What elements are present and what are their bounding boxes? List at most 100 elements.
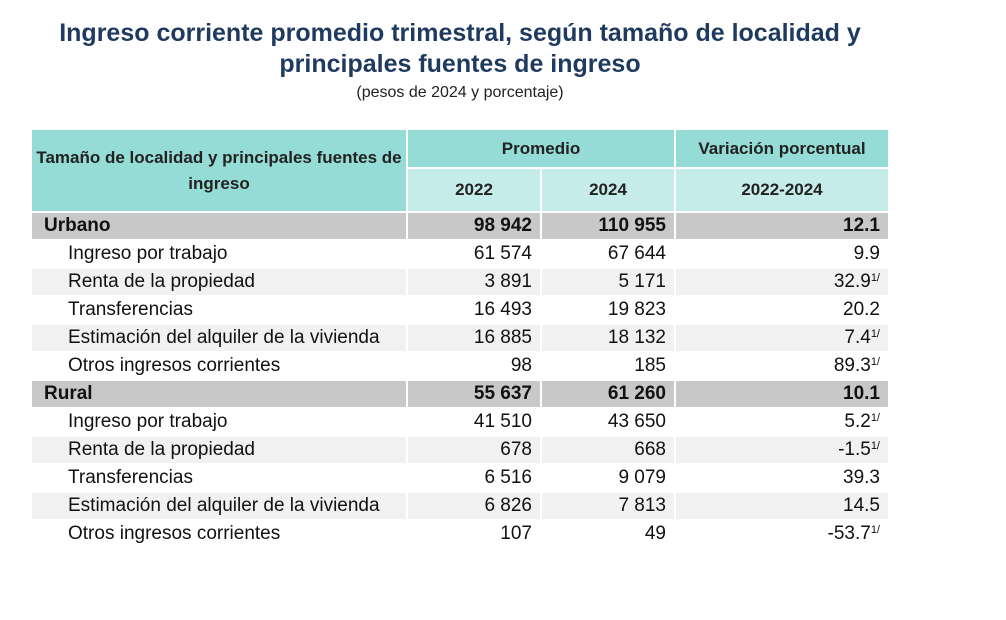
value-2022: 16 493 xyxy=(408,297,540,323)
row-name-text: Transferencias xyxy=(68,467,193,488)
header-2024: 2024 xyxy=(542,169,674,211)
value-variation: 5.21/ xyxy=(676,409,888,435)
value-variation-text: 5.2 xyxy=(844,411,871,432)
row-name-text: Otros ingresos corrientes xyxy=(68,523,281,544)
row-name-text: Transferencias xyxy=(68,299,193,320)
value-2022: 98 xyxy=(408,353,540,379)
header-period: 2022-2024 xyxy=(676,169,888,211)
value-2024-text: 7 813 xyxy=(618,495,666,516)
value-variation-text: 89.3 xyxy=(833,355,871,376)
row-name: Otros ingresos corrientes xyxy=(32,353,406,379)
value-2022-text: 107 xyxy=(500,523,532,544)
row-name: Otros ingresos corrientes xyxy=(32,521,406,547)
row-name-text: Ingreso por trabajo xyxy=(68,243,228,264)
value-variation: -53.71/ xyxy=(676,521,888,547)
table-row: Estimación del alquiler de la vivienda 6 … xyxy=(32,493,888,519)
footnote-mark: 1/ xyxy=(870,328,880,340)
footnote-mark: 1/ xyxy=(870,440,880,452)
value-2022: 41 510 xyxy=(408,409,540,435)
footnote-mark: 1/ xyxy=(870,412,880,424)
value-variation-text: 9.9 xyxy=(853,243,880,264)
table-row: Transferencias 6 516 9 079 39.3 xyxy=(32,465,888,491)
value-2024: 7 813 xyxy=(542,493,674,519)
value-2024: 19 823 xyxy=(542,297,674,323)
value-2024-text: 19 823 xyxy=(607,299,666,320)
row-name: Renta de la propiedad xyxy=(32,437,406,463)
value-2022-text: 3 891 xyxy=(484,271,532,292)
value-2024-text: 49 xyxy=(644,523,666,544)
value-2022-text: 98 942 xyxy=(473,215,532,236)
value-2022: 16 885 xyxy=(408,325,540,351)
value-variation-text: 39.3 xyxy=(843,467,880,488)
table-row: Ingreso por trabajo 41 510 43 650 5.21/ xyxy=(32,409,888,435)
value-variation: 39.3 xyxy=(676,465,888,491)
value-2024: 668 xyxy=(542,437,674,463)
row-name-text: Ingreso por trabajo xyxy=(68,411,228,432)
footnote-mark: 1/ xyxy=(870,524,880,536)
value-2024: 110 955 xyxy=(542,213,674,239)
value-2022: 3 891 xyxy=(408,269,540,295)
footnote-mark: 1/ xyxy=(870,272,880,284)
row-name-text: Otros ingresos corrientes xyxy=(68,355,281,376)
value-2024-text: 18 132 xyxy=(607,327,666,348)
value-2022-text: 41 510 xyxy=(473,411,532,432)
value-variation-text: -53.7 xyxy=(827,523,871,544)
value-2024-text: 185 xyxy=(634,355,666,376)
value-2024: 185 xyxy=(542,353,674,379)
value-2022-text: 6 516 xyxy=(484,467,532,488)
row-name-text: Renta de la propiedad xyxy=(68,271,255,292)
value-variation: 7.41/ xyxy=(676,325,888,351)
subtitle: (pesos de 2024 y porcentaje) xyxy=(356,84,564,101)
table-row: Renta de la propiedad 3 891 5 171 32.91/ xyxy=(32,269,888,295)
value-variation: 14.5 xyxy=(676,493,888,519)
value-2022: 55 637 xyxy=(408,381,540,407)
value-variation: 9.9 xyxy=(676,241,888,267)
row-name: Transferencias xyxy=(32,297,406,323)
value-2024: 43 650 xyxy=(542,409,674,435)
page-title: Ingreso corriente promedio trimestral, s… xyxy=(0,18,920,80)
row-name: Renta de la propiedad xyxy=(32,269,406,295)
value-2024-text: 9 079 xyxy=(618,467,666,488)
value-2024: 9 079 xyxy=(542,465,674,491)
footnote-mark: 1/ xyxy=(870,356,880,368)
value-variation-text: 32.9 xyxy=(833,271,871,292)
value-2022: 107 xyxy=(408,521,540,547)
value-2024: 61 260 xyxy=(542,381,674,407)
row-name: Ingreso por trabajo xyxy=(32,409,406,435)
table-row: Transferencias 16 493 19 823 20.2 xyxy=(32,297,888,323)
value-2024-text: 43 650 xyxy=(607,411,666,432)
row-name-text: Estimación del alquiler de la vivienda xyxy=(68,495,380,516)
value-2024-text: 61 260 xyxy=(607,383,666,404)
value-2022-text: 98 xyxy=(510,355,532,376)
value-2022-text: 6 826 xyxy=(484,495,532,516)
table-row: Ingreso por trabajo 61 574 67 644 9.9 xyxy=(32,241,888,267)
row-name-text: Urbano xyxy=(44,215,111,236)
row-name: Estimación del alquiler de la vivienda xyxy=(32,493,406,519)
value-2022: 6 826 xyxy=(408,493,540,519)
value-variation: 10.1 xyxy=(676,381,888,407)
row-name-text: Renta de la propiedad xyxy=(68,439,255,460)
value-variation: -1.51/ xyxy=(676,437,888,463)
value-2022-text: 16 493 xyxy=(473,299,532,320)
row-name-text: Estimación del alquiler de la vivienda xyxy=(68,327,380,348)
value-variation: 12.1 xyxy=(676,213,888,239)
value-2022: 98 942 xyxy=(408,213,540,239)
value-2022-text: 61 574 xyxy=(473,243,532,264)
value-2022-text: 16 885 xyxy=(473,327,532,348)
value-2022: 61 574 xyxy=(408,241,540,267)
value-2024-text: 5 171 xyxy=(618,271,666,292)
table-body: Urbano 98 942 110 955 12.1 Ingreso por traba… xyxy=(32,213,888,547)
value-2024-text: 67 644 xyxy=(607,243,666,264)
title-line-1: Ingreso corriente promedio trimestral, s… xyxy=(59,19,861,47)
value-2022-text: 55 637 xyxy=(473,383,532,404)
value-2024-text: 668 xyxy=(634,439,666,460)
header-variacion: Variación porcentual xyxy=(676,130,888,167)
group-row: Rural 55 637 61 260 10.1 xyxy=(32,381,888,407)
row-name: Urbano xyxy=(32,213,406,239)
header-2022: 2022 xyxy=(408,169,540,211)
value-variation-text: 10.1 xyxy=(843,383,880,404)
value-2024: 5 171 xyxy=(542,269,674,295)
table-row: Renta de la propiedad 678 668 -1.51/ xyxy=(32,437,888,463)
table-row: Otros ingresos corrientes 98 185 89.31/ xyxy=(32,353,888,379)
row-name: Ingreso por trabajo xyxy=(32,241,406,267)
